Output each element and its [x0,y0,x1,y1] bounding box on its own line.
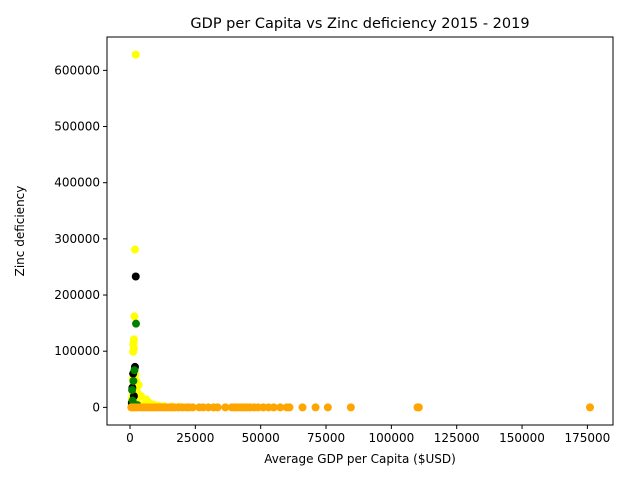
x-tick-label: 0 [126,431,134,445]
chart-title: GDP per Capita vs Zinc deficiency 2015 -… [190,16,529,32]
x-tick-label: 75000 [307,431,345,445]
data-point [127,403,136,412]
data-point [227,403,236,412]
data-point [132,319,141,328]
axis-ticks: 0 25000 50000 75000 100000 125000 150000 175000… [54,63,610,445]
data-point [323,403,332,412]
data-point [195,403,204,412]
y-axis-label: Zinc deficiency [13,186,27,277]
x-tick-label: 125000 [434,431,480,445]
data-point [130,366,139,375]
data-point [346,403,355,412]
x-tick-label: 175000 [564,431,610,445]
data-point [221,403,230,412]
x-tick-label: 25000 [176,431,214,445]
data-point [131,50,140,59]
x-tick-label: 100000 [368,431,414,445]
data-point [128,385,137,394]
y-tick-label: 500000 [54,120,100,134]
data-point [276,403,285,412]
x-tick-label: 50000 [242,431,280,445]
data-point [129,376,138,385]
data-point [130,312,139,321]
scatter-points [127,50,594,412]
y-tick-label: 100000 [54,344,100,358]
y-tick-label: 200000 [54,288,100,302]
data-point [413,403,422,412]
data-point [282,403,291,412]
data-point [130,245,139,254]
y-tick-label: 300000 [54,232,100,246]
data-point [586,403,594,412]
data-point [311,403,320,412]
data-point [298,403,307,412]
plot-frame [106,36,614,426]
y-tick-label: 400000 [54,176,100,190]
y-tick-label: 600000 [54,63,100,77]
data-point [129,347,138,356]
x-axis-label: Average GDP per Capita ($USD) [264,452,456,466]
y-tick-label: 0 [92,400,100,414]
x-tick-label: 150000 [499,431,545,445]
data-point [131,272,140,281]
